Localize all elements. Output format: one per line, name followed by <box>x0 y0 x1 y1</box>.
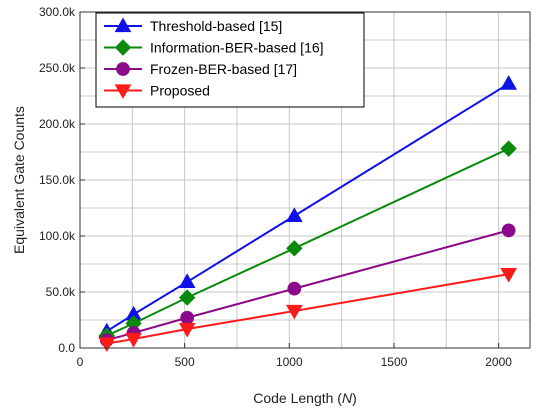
data-point <box>500 267 518 283</box>
legend-item: Threshold-based [15] <box>104 17 282 34</box>
ticks: 0 500 1000 1500 2000 0.0 50.0k 100.0k 150.0k 200.… <box>39 5 512 369</box>
data-point <box>178 322 196 338</box>
data-point <box>285 304 303 320</box>
x-axis-label: Code Length (N) <box>253 390 357 406</box>
legend-marker <box>116 62 130 76</box>
legend-item: Proposed <box>104 83 210 100</box>
y-tick-label: 100.0k <box>39 229 76 243</box>
y-tick-label: 0.0 <box>58 341 75 355</box>
legend-marker <box>114 39 132 56</box>
data-point <box>180 310 195 325</box>
legend-item: Frozen-BER-based [17] <box>104 61 297 77</box>
x-tick-label: 0 <box>77 355 84 369</box>
series-2 <box>98 140 517 344</box>
series-layer <box>98 75 518 353</box>
y-tick-label: 300.0k <box>39 5 76 19</box>
legend-label: Proposed <box>150 83 210 99</box>
x-tick-label: 1000 <box>276 355 303 369</box>
data-point <box>285 207 303 222</box>
legend-label: Threshold-based [15] <box>150 18 282 34</box>
x-tick-label: 500 <box>175 355 195 369</box>
x-tick-label: 1500 <box>381 355 408 369</box>
data-point <box>178 273 196 289</box>
y-tick-label: 50.0k <box>46 285 76 299</box>
y-tick-label: 200.0k <box>39 117 76 131</box>
series-line <box>106 82 510 333</box>
series-line <box>106 147 510 337</box>
legend: Threshold-based [15] Information-BER-base… <box>95 12 365 108</box>
data-point <box>500 75 518 90</box>
data-point <box>98 337 116 353</box>
legend-label: Information-BER-based [16] <box>150 40 324 56</box>
y-axis-label: Equivalent Gate Counts <box>11 106 27 254</box>
x-tick-label: 2000 <box>485 355 512 369</box>
series-4 <box>98 267 518 353</box>
legend-marker <box>114 84 132 100</box>
data-point <box>178 289 196 306</box>
series-1 <box>98 75 518 338</box>
data-point <box>287 281 302 296</box>
data-point <box>286 240 303 257</box>
legend-item: Information-BER-based [16] <box>104 39 324 56</box>
legend-label: Frozen-BER-based [17] <box>150 61 297 77</box>
legend-marker <box>114 17 132 33</box>
y-tick-label: 250.0k <box>39 61 76 75</box>
data-point <box>500 140 517 157</box>
data-point <box>125 332 142 348</box>
data-point <box>501 223 516 238</box>
y-tick-label: 150.0k <box>39 173 76 187</box>
